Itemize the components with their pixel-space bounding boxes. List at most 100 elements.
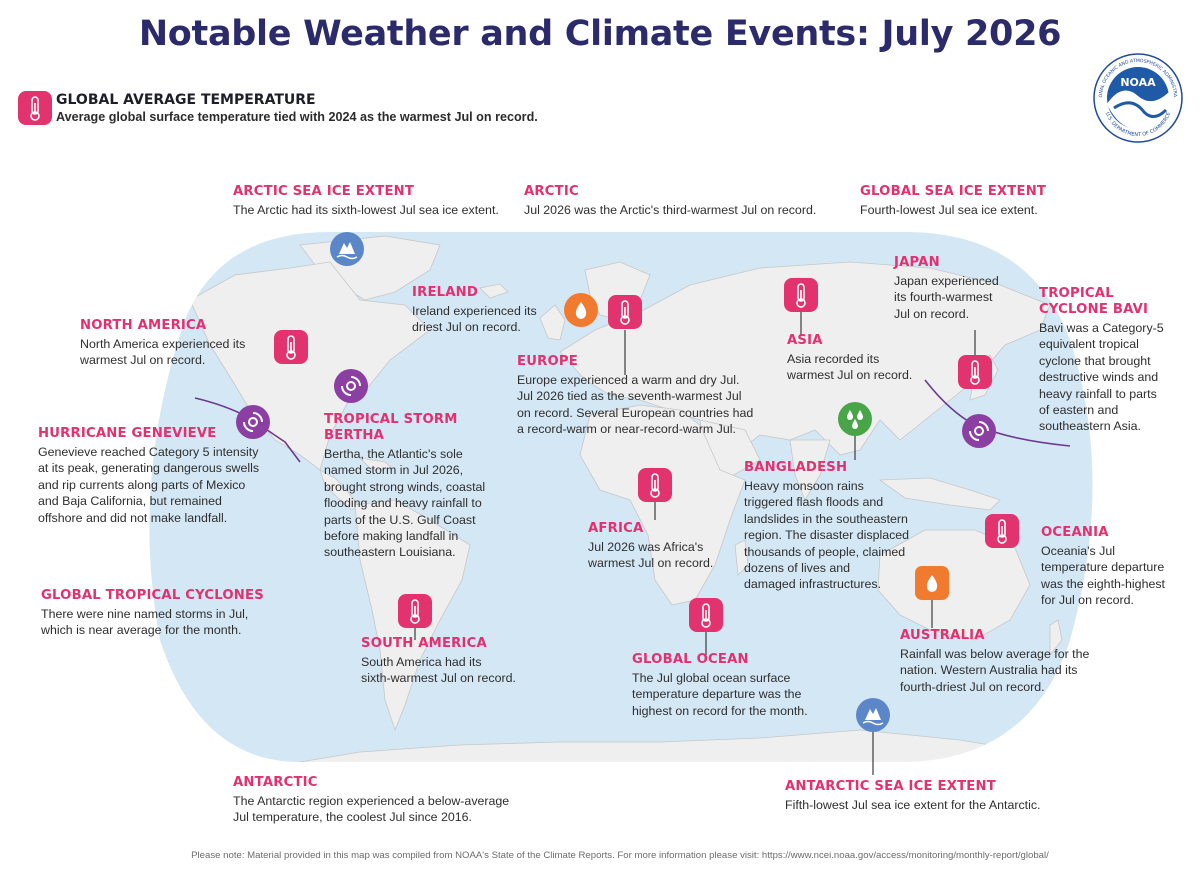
- thermometer-icon: [608, 295, 642, 329]
- line: region. The disaster displaced: [744, 528, 910, 543]
- label-genevieve: HURRICANE GENEVIEVE Genevieve reached Ca…: [38, 426, 259, 526]
- line: driest Jul on record.: [412, 320, 521, 335]
- line: for Jul on record.: [1041, 593, 1134, 608]
- thermometer-icon: [638, 468, 672, 502]
- thermometer-icon: [958, 355, 992, 389]
- line: parts of the U.S. Gulf Coast: [324, 512, 476, 527]
- label-north-america: NORTH AMERICA North America experienced …: [80, 318, 245, 369]
- line: Bavi was a Category-5: [1039, 321, 1164, 335]
- line: Jul 2026 was Africa's: [588, 540, 704, 554]
- sea-ice-icon: [330, 232, 364, 266]
- line: offshore and did not make landfall.: [38, 510, 228, 525]
- line: heavy rainfall to parts: [1039, 386, 1157, 401]
- line: Ireland experienced its: [412, 304, 537, 318]
- line: Heavy monsoon rains: [744, 479, 864, 493]
- label-bertha: TROPICAL STORM BERTHA Bertha, the Atlant…: [324, 412, 485, 561]
- gat-text: Average global surface temperature tied …: [56, 110, 538, 124]
- line: which is near average for the month.: [41, 623, 242, 638]
- heading: AFRICA: [588, 521, 644, 536]
- line: Oceania's Jul: [1041, 544, 1115, 558]
- page-title: Notable Weather and Climate Events: July…: [138, 14, 1062, 54]
- australia: [877, 529, 1031, 641]
- global-average-temperature: GLOBAL AVERAGE TEMPERATURE Average globa…: [56, 92, 538, 124]
- line: Fourth-lowest Jul sea ice extent.: [860, 203, 1038, 217]
- thermometer-icon: [985, 514, 1019, 548]
- heading: ANTARCTIC SEA ICE EXTENT: [785, 779, 996, 794]
- line: temperature departure was the: [632, 687, 802, 702]
- drought-icon: [915, 566, 949, 600]
- line: and Baja California, but remained: [38, 494, 222, 509]
- heading: ASIA: [787, 333, 823, 348]
- line: The Antarctic region experienced a below…: [233, 794, 510, 808]
- line: warmest Jul on record.: [588, 556, 714, 571]
- line: Japan experienced: [894, 274, 999, 288]
- label-japan: JAPAN Japan experienced its fourth-warme…: [894, 255, 999, 322]
- caribbean: [358, 457, 393, 471]
- line: its fourth-warmest: [894, 290, 993, 305]
- line: destructive winds and: [1039, 370, 1159, 385]
- label-south-america: SOUTH AMERICA South America had its sixt…: [361, 636, 516, 687]
- line: Asia recorded its: [787, 352, 880, 366]
- line: on record. Several European countries ha…: [517, 405, 754, 420]
- heading: GLOBAL TROPICAL CYCLONES: [41, 588, 264, 603]
- line: damaged infrastructures.: [744, 577, 882, 592]
- cyclone-icon: [236, 405, 270, 439]
- line: Genevieve reached Category 5 intensity: [38, 445, 259, 459]
- heading: TROPICAL STORM: [324, 412, 458, 427]
- antarctica: [279, 729, 1061, 762]
- line: named storm in Jul 2026,: [324, 463, 464, 478]
- line: dozens of lives and: [744, 561, 851, 576]
- line: Bertha, the Atlantic's sole: [324, 447, 463, 461]
- line: southeastern Louisiana.: [324, 545, 456, 560]
- india: [789, 439, 831, 501]
- line: a record-warm or near-record-warm Jul.: [517, 422, 736, 437]
- heading: ARCTIC SEA ICE EXTENT: [233, 184, 415, 199]
- line: thousands of people, claimed: [744, 544, 906, 559]
- line: North America experienced its: [80, 337, 246, 351]
- line: temperature departure: [1041, 560, 1165, 575]
- label-global-tropical-cyclones: GLOBAL TROPICAL CYCLONES There were nine…: [41, 588, 264, 639]
- label-oceania: OCEANIA Oceania's Jul temperature depart…: [1041, 525, 1165, 609]
- label-bavi: TROPICAL CYCLONE BAVI Bavi was a Categor…: [1039, 286, 1164, 435]
- line: The Arctic had its sixth-lowest Jul sea …: [233, 203, 499, 217]
- line: warmest Jul on record.: [80, 353, 206, 368]
- uk-ireland: [539, 304, 566, 341]
- heading: OCEANIA: [1041, 525, 1109, 540]
- line: nation. Western Australia had its: [900, 663, 1078, 678]
- line: Jul on record.: [894, 306, 970, 321]
- thermometer-icon: [18, 91, 52, 125]
- label-asia: ASIA Asia recorded its warmest Jul on re…: [787, 333, 912, 384]
- heading: BERTHA: [324, 428, 385, 443]
- line: sixth-warmest Jul on record.: [361, 671, 516, 686]
- heading: CYCLONE BAVI: [1039, 302, 1149, 317]
- line: Europe experienced a warm and dry Jul.: [517, 373, 740, 387]
- heading: NORTH AMERICA: [80, 318, 207, 333]
- se-asia-islands: [878, 477, 1001, 511]
- line: triggered flash floods and: [744, 495, 884, 510]
- noaa-logo: NOAA NATIONAL OCEANIC AND ATMOSPHERIC AD…: [1092, 52, 1183, 143]
- line: was the eighth-highest: [1041, 576, 1165, 591]
- label-europe: EUROPE Europe experienced a warm and dry…: [517, 354, 753, 438]
- line: cyclone that brought: [1039, 353, 1151, 368]
- heading: ARCTIC: [524, 184, 579, 199]
- label-global-ocean: GLOBAL OCEAN The Jul global ocean surfac…: [632, 652, 808, 719]
- thermometer-icon: [274, 330, 308, 364]
- noaa-logo-text: NOAA: [1120, 76, 1156, 89]
- gat-heading: GLOBAL AVERAGE TEMPERATURE: [56, 92, 316, 108]
- heading: EUROPE: [517, 354, 578, 369]
- line: Rainfall was below average for the: [900, 647, 1090, 661]
- heading: GLOBAL OCEAN: [632, 652, 749, 667]
- line: warmest Jul on record.: [787, 368, 913, 383]
- line: southeastern Asia.: [1039, 419, 1141, 434]
- footnote: Please note: Material provided in this m…: [191, 850, 1049, 861]
- heading: ANTARCTIC: [233, 775, 318, 790]
- line: brought strong winds, coastal: [324, 479, 486, 494]
- thermometer-icon: [784, 278, 818, 312]
- line: before making landfall in: [324, 529, 459, 544]
- line: South America had its: [361, 655, 482, 669]
- line: Jul 2026 was the Arctic's third-warmest …: [524, 203, 817, 217]
- heading: AUSTRALIA: [900, 628, 985, 643]
- label-australia: AUSTRALIA Rainfall was below average for…: [900, 628, 1089, 695]
- madagascar: [734, 539, 749, 576]
